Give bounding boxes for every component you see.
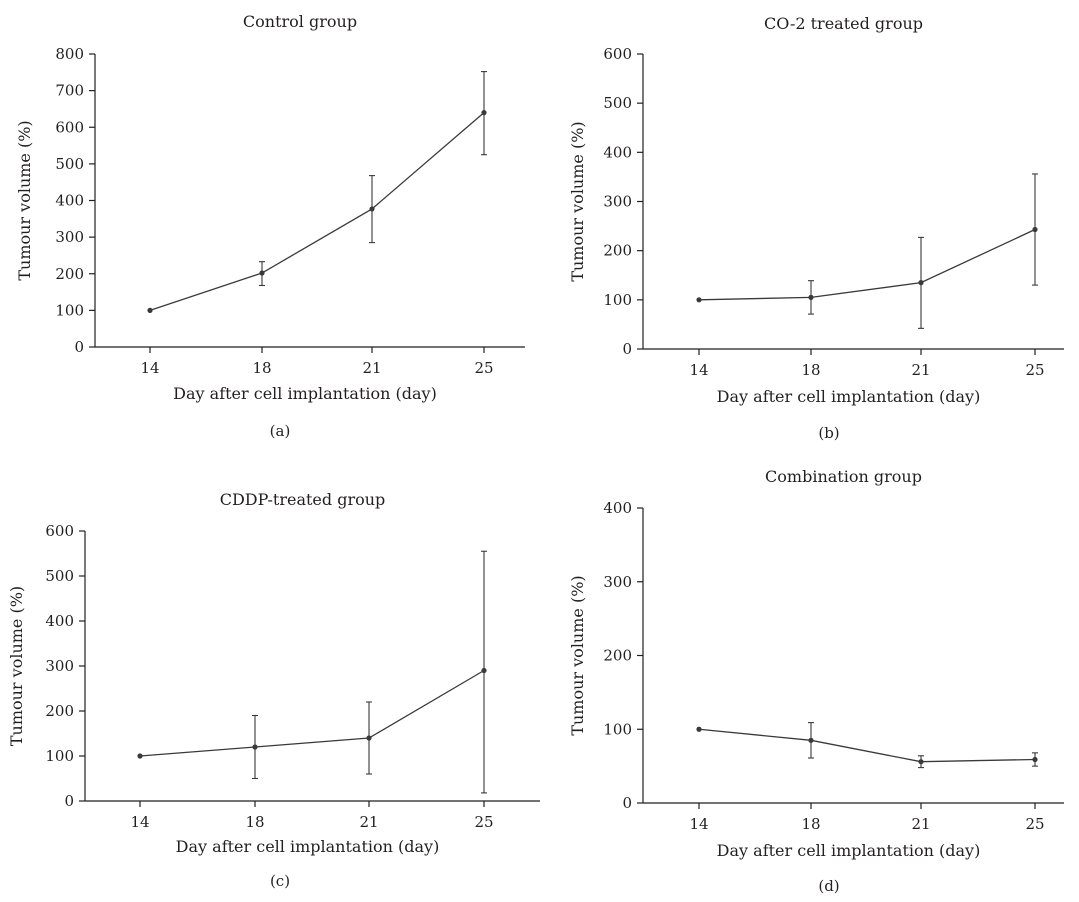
series-line	[698, 728, 1036, 763]
y-tick-label: 100	[55, 301, 84, 319]
x-axis-label: Day after cell implantation (day)	[717, 387, 981, 406]
x-axis-label: Day after cell implantation (day)	[176, 837, 440, 856]
chart-panel-b: CO-2 treated group 0 100 200 300 400 500 600 14 1…	[568, 14, 1064, 442]
x-axis-label: Day after cell implantation (day)	[173, 384, 437, 403]
x-tick-label: 14	[689, 361, 708, 379]
x-tick-label: 21	[362, 359, 381, 377]
panel-label: (b)	[818, 424, 839, 442]
x-tick-label: 18	[252, 359, 271, 377]
y-tick-label: 100	[45, 747, 74, 765]
y-tick-label: 600	[603, 45, 632, 63]
y-tick-label: 200	[55, 265, 84, 283]
y-tick-label: 500	[45, 567, 74, 585]
x-tick-label: 18	[245, 813, 264, 831]
data-point	[808, 294, 814, 300]
y-tick-label: 100	[603, 291, 632, 309]
x-tick-label: 21	[359, 813, 378, 831]
y-axis-label: Tumour volume (%)	[15, 120, 34, 280]
x-tick-label: 14	[130, 813, 149, 831]
data-point	[696, 297, 702, 303]
y-axis-label: Tumour volume (%)	[568, 121, 587, 281]
data-point	[366, 735, 372, 741]
data-point	[369, 206, 375, 212]
x-tick-label: 21	[911, 361, 930, 379]
chart-title: CO-2 treated group	[764, 14, 923, 33]
y-tick-label: 300	[603, 193, 632, 211]
data-point	[147, 307, 153, 313]
chart-title: Control group	[243, 12, 357, 31]
x-tick-label: 21	[911, 815, 930, 833]
chart-panel-c: CDDP-treated group 0 100 200 300 400 500 600 14 1…	[7, 490, 540, 890]
y-tick-label: 400	[603, 499, 632, 517]
y-tick-label: 700	[55, 82, 84, 100]
series-line	[149, 112, 485, 311]
series-line	[139, 669, 485, 757]
y-axis-label: Tumour volume (%)	[568, 575, 587, 735]
y-tick-label: 500	[603, 94, 632, 112]
y-tick-label: 400	[603, 143, 632, 161]
series-line	[698, 228, 1036, 301]
data-point	[918, 759, 924, 765]
x-tick-label: 25	[1025, 815, 1044, 833]
y-tick-label: 800	[55, 45, 84, 63]
panel-label: (d)	[818, 877, 839, 895]
data-point	[1032, 756, 1038, 763]
y-tick-label: 600	[45, 522, 74, 540]
y-tick-label: 600	[55, 118, 84, 136]
y-tick-label: 0	[74, 338, 84, 356]
y-tick-label: 200	[45, 702, 74, 720]
chart-title: CDDP-treated group	[220, 490, 386, 509]
data-point	[481, 110, 487, 116]
y-tick-label: 100	[603, 720, 632, 738]
data-point	[259, 270, 265, 276]
x-tick-label: 25	[474, 359, 493, 377]
panel-label: (a)	[270, 422, 291, 440]
chart-panel-d: Combination group 0 100 200 300 400 14 18 21 25 Da…	[568, 467, 1064, 895]
panel-label: (c)	[270, 872, 290, 890]
chart-title: Combination group	[765, 467, 922, 486]
y-tick-label: 200	[603, 647, 632, 665]
y-tick-label: 300	[603, 573, 632, 591]
x-tick-label: 25	[1025, 361, 1044, 379]
data-point	[481, 667, 487, 674]
data-point	[1032, 226, 1038, 233]
y-tick-label: 500	[55, 155, 84, 173]
y-tick-label: 200	[603, 242, 632, 260]
x-axis-label: Day after cell implantation (day)	[717, 841, 981, 860]
y-tick-label: 400	[55, 192, 84, 210]
x-tick-label: 14	[689, 815, 708, 833]
data-point	[137, 753, 143, 759]
y-tick-label: 300	[45, 657, 74, 675]
data-point	[252, 744, 258, 750]
y-tick-label: 0	[622, 794, 632, 812]
y-tick-label: 300	[55, 228, 84, 246]
y-tick-label: 0	[622, 340, 632, 358]
y-tick-label: 0	[64, 792, 74, 810]
x-tick-label: 18	[801, 815, 820, 833]
y-axis-label: Tumour volume (%)	[7, 586, 26, 746]
x-tick-label: 25	[474, 813, 493, 831]
data-point	[918, 280, 924, 286]
y-tick-label: 400	[45, 612, 74, 630]
x-tick-label: 14	[140, 359, 159, 377]
data-point	[808, 737, 814, 743]
chart-panel-a: Control group 0 100 200 300 400 500 600 700 800 14…	[15, 12, 525, 440]
data-point	[696, 726, 702, 732]
x-tick-label: 18	[801, 361, 820, 379]
